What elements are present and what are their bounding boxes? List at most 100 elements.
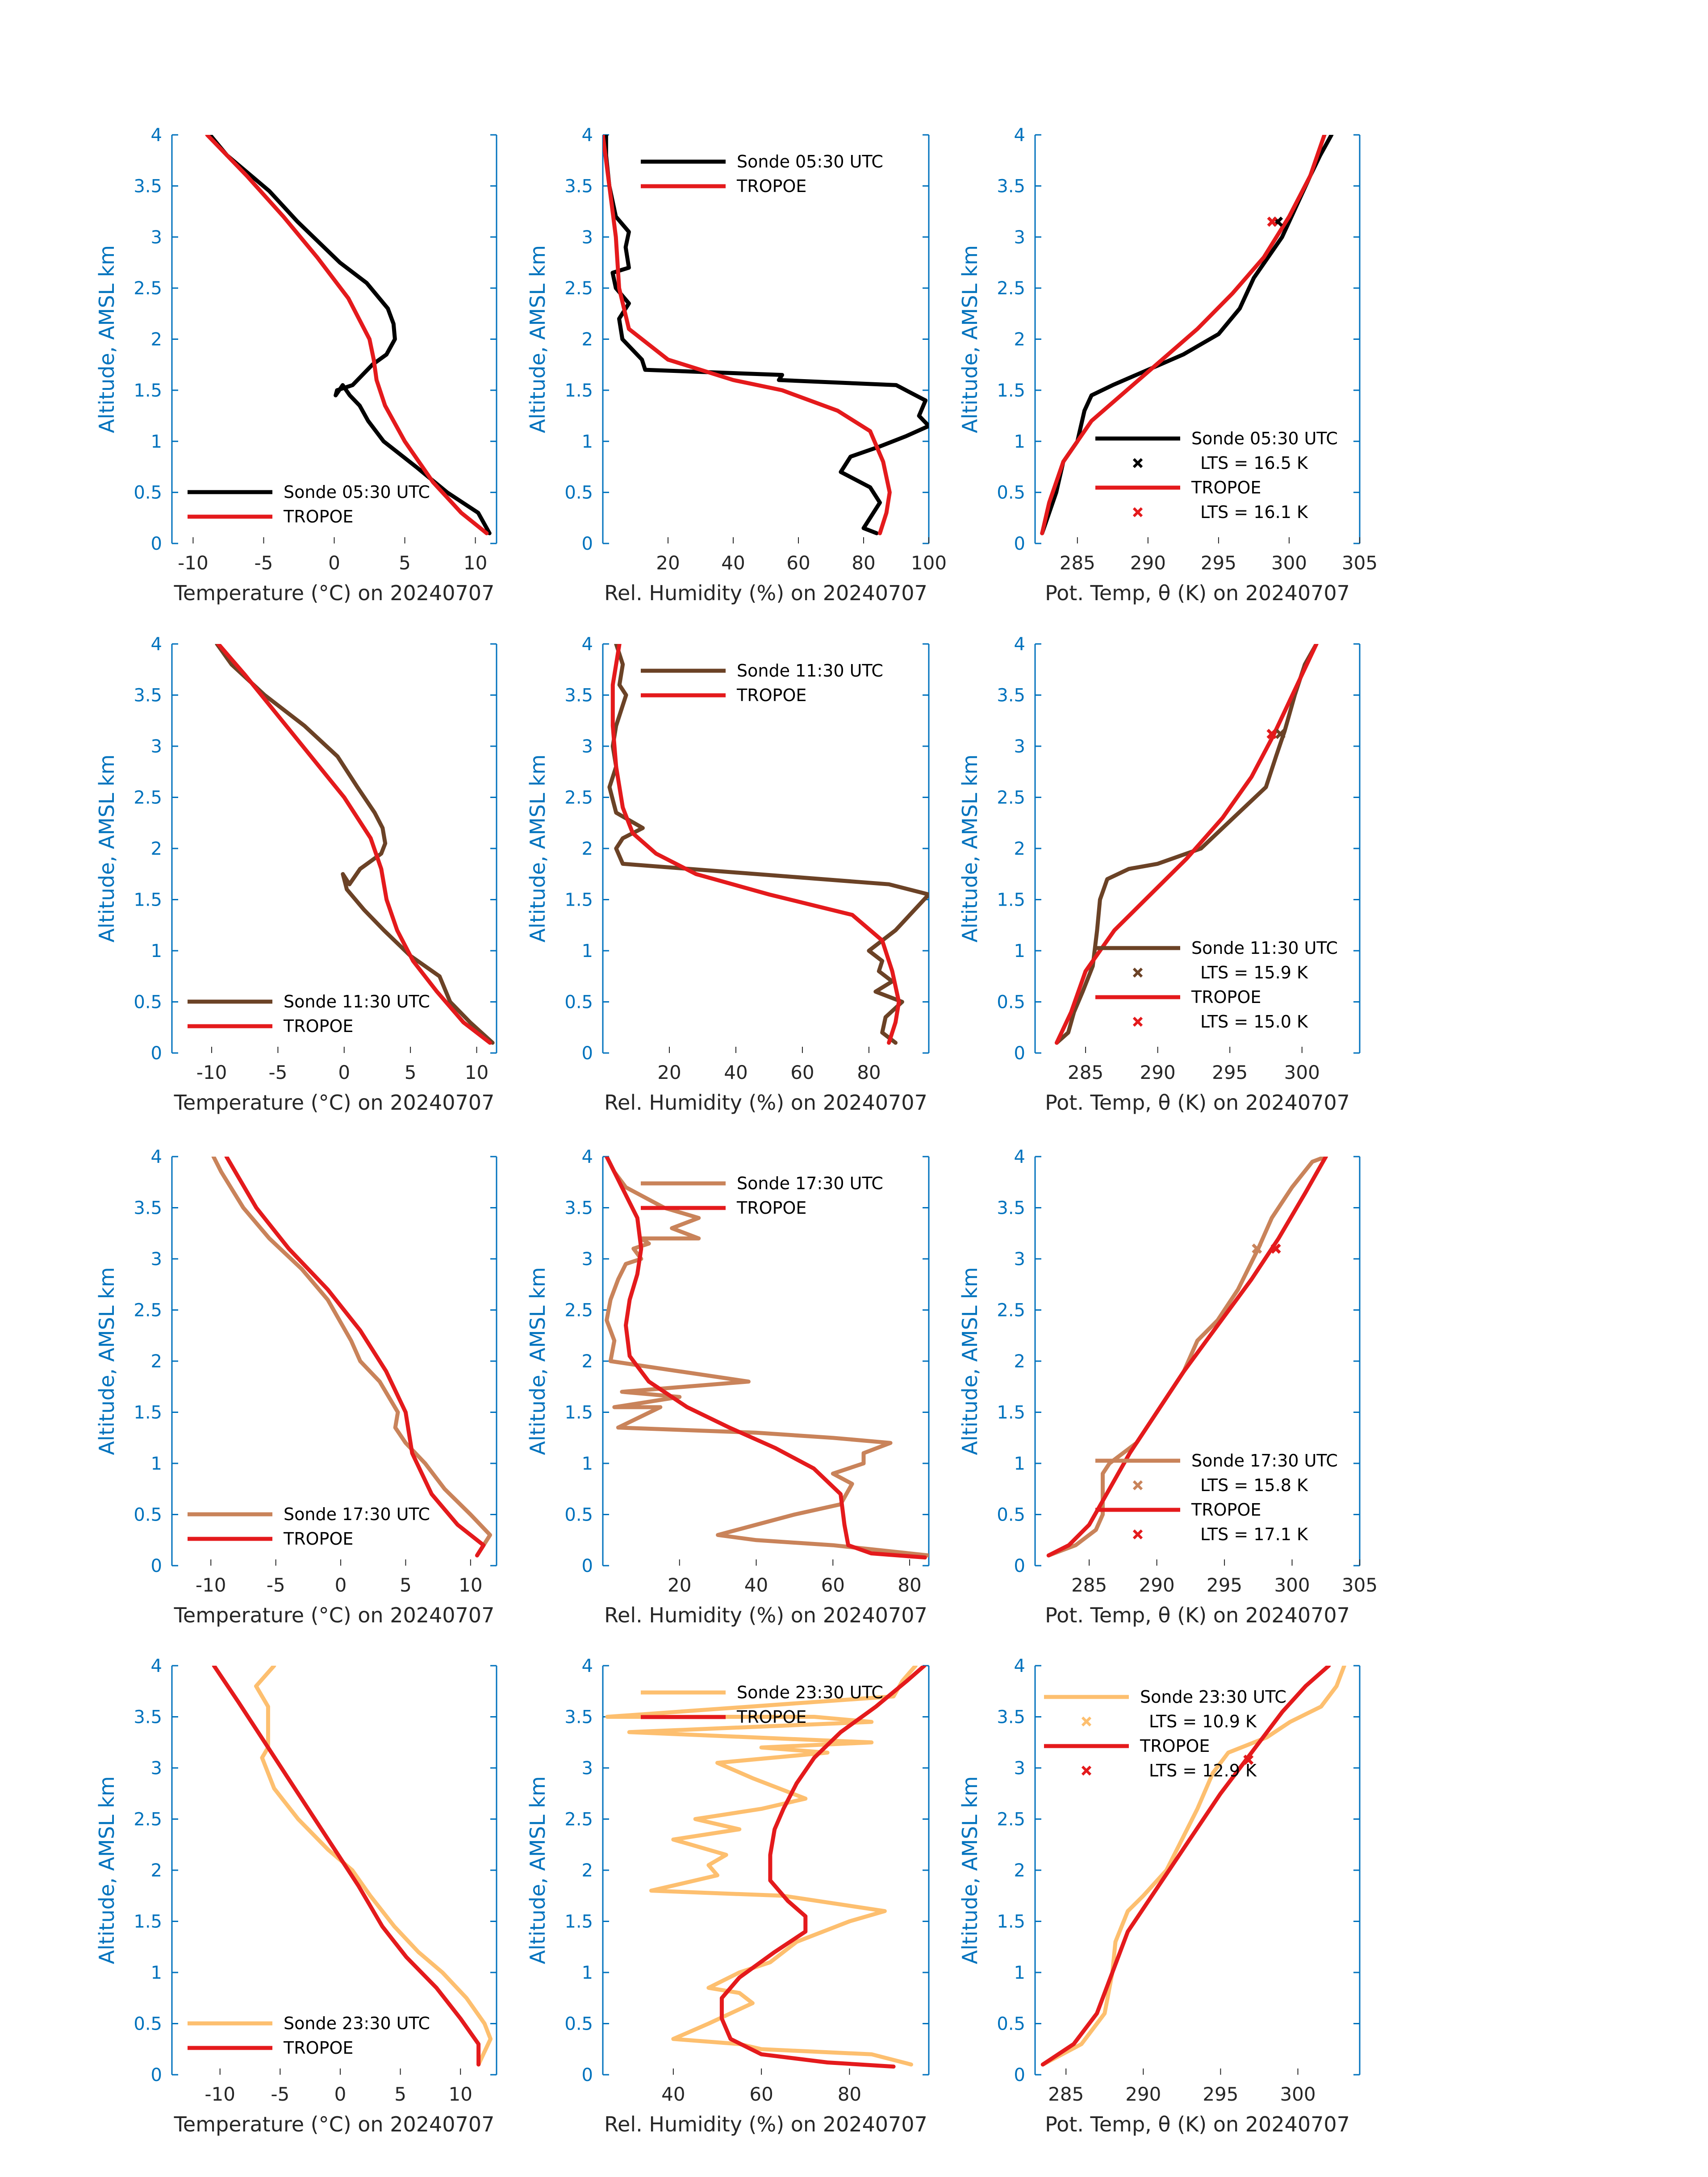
y-tick-label: 2 <box>151 330 162 350</box>
y-tick-label: 4 <box>582 1656 593 1676</box>
x-tick-label: 0 <box>338 1061 350 1083</box>
y-tick-label: 0.5 <box>134 483 162 503</box>
x-tick-label: 80 <box>838 2083 861 2105</box>
y-tick-label: 3 <box>582 736 593 757</box>
y-tick-label: 3 <box>582 1249 593 1270</box>
y-tick-label: 0.5 <box>564 2014 593 2035</box>
panel-r3-c1: 0 0.5 1 1.5 2 2.5 3 3.5 4 40 60 80 Altitude, AMSL km… <box>526 1656 930 2136</box>
y-axis-label: Altitude, AMSL km <box>958 1776 982 1964</box>
y-tick-label: 1.5 <box>564 1912 593 1932</box>
x-axis-label: Rel. Humidity (%) on 20240707 <box>604 581 927 605</box>
x-tick-label: 290 <box>1139 1574 1175 1596</box>
y-tick-label: 1 <box>582 431 593 452</box>
legend-label: Sonde 05:30 UTC <box>737 152 883 171</box>
x-tick-label: 300 <box>1271 552 1307 574</box>
legend-label: TROPOE <box>736 176 806 196</box>
x-tick-label: 80 <box>857 1061 881 1083</box>
x-tick-label: 40 <box>744 1574 768 1596</box>
legend-marker <box>1132 1529 1143 1540</box>
x-axis-label: Rel. Humidity (%) on 20240707 <box>604 1603 927 1627</box>
y-tick-label: 1.5 <box>997 380 1025 401</box>
legend-label: Sonde 23:30 UTC <box>1140 1687 1286 1707</box>
y-tick-label: 0.5 <box>997 2014 1025 2035</box>
legend-label: LTS = 15.0 K <box>1200 1012 1308 1032</box>
y-tick-label: 0.5 <box>134 2014 162 2035</box>
legend: Sonde 11:30 UTC TROPOE <box>641 661 883 705</box>
y-tick-label: 1 <box>1014 431 1025 452</box>
y-tick-label: 2 <box>151 839 162 859</box>
y-tick-label: 4 <box>1014 1656 1025 1676</box>
y-tick-label: 3 <box>151 736 162 757</box>
x-tick-label: 20 <box>668 1574 691 1596</box>
legend-marker <box>1132 1016 1143 1027</box>
y-axis-label: Altitude, AMSL km <box>958 754 982 942</box>
x-tick-label: 300 <box>1280 2083 1315 2105</box>
legend-label: LTS = 12.9 K <box>1149 1761 1257 1780</box>
y-tick-label: 1.5 <box>564 890 593 911</box>
x-axis-label: Temperature (°C) on 20240707 <box>174 2112 495 2136</box>
legend-label: TROPOE <box>1191 987 1261 1007</box>
x-tick-label: 290 <box>1130 552 1166 574</box>
x-tick-label: 295 <box>1207 1574 1242 1596</box>
x-tick-label: 40 <box>724 1061 748 1083</box>
x-tick-label: -5 <box>271 2083 289 2105</box>
x-axis-label: Temperature (°C) on 20240707 <box>174 581 495 605</box>
legend: Sonde 05:30 UTC TROPOE <box>641 152 883 196</box>
y-tick-label: 1 <box>582 1963 593 1983</box>
panel-r0-c2: 0 0.5 1 1.5 2 2.5 3 3.5 4 285 290 295 300 305 Altitude… <box>958 125 1378 605</box>
y-axis-label: Altitude, AMSL km <box>526 1776 550 1964</box>
sonde-profile-line <box>1040 135 1334 535</box>
y-tick-label: 3 <box>582 227 593 248</box>
y-tick-label: 2.5 <box>997 1809 1025 1830</box>
tropoe-profile-line <box>224 1157 486 1558</box>
y-tick-label: 2.5 <box>134 1809 162 1830</box>
sonde-profile-line <box>1055 644 1319 1045</box>
y-tick-label: 0.5 <box>564 1505 593 1525</box>
panel-r1-c0: 0 0.5 1 1.5 2 2.5 3 3.5 4 -10 -5 0 5 10 Altitude, AMSL… <box>95 634 497 1115</box>
x-axis-label: Rel. Humidity (%) on 20240707 <box>604 1091 927 1115</box>
y-axis-label: Altitude, AMSL km <box>526 245 550 433</box>
x-tick-label: 60 <box>786 552 810 574</box>
x-axis-label: Rel. Humidity (%) on 20240707 <box>604 2112 927 2136</box>
y-tick-label: 0 <box>1014 2065 1025 2085</box>
x-tick-label: 10 <box>448 2083 472 2105</box>
y-tick-label: 3.5 <box>564 685 593 706</box>
sonde-profile-line <box>1046 1157 1328 1558</box>
y-tick-label: 1 <box>151 431 162 452</box>
x-tick-label: 285 <box>1068 1061 1103 1083</box>
y-tick-label: 2.5 <box>997 278 1025 299</box>
y-tick-label: 2.5 <box>564 788 593 808</box>
y-tick-label: 4 <box>151 125 162 146</box>
y-tick-label: 1 <box>1014 1963 1025 1983</box>
y-tick-label: 2 <box>582 330 593 350</box>
y-tick-label: 3.5 <box>564 1707 593 1728</box>
x-tick-label: 300 <box>1284 1061 1320 1083</box>
y-tick-label: 2.5 <box>997 788 1025 808</box>
y-tick-label: 3 <box>151 1249 162 1270</box>
y-tick-label: 2 <box>1014 839 1025 859</box>
panel-r2-c1: 0 0.5 1 1.5 2 2.5 3 3.5 4 20 40 60 80 Altitude, AMSL … <box>526 1147 930 1627</box>
y-tick-label: 2.5 <box>134 278 162 299</box>
x-tick-label: 0 <box>335 1574 347 1596</box>
legend-label: Sonde 17:30 UTC <box>284 1504 430 1524</box>
x-tick-label: 0 <box>334 2083 347 2105</box>
x-tick-label: 295 <box>1201 552 1236 574</box>
legend: Sonde 23:30 UTC LTS = 10.9 K TROPOE LTS = 1… <box>1044 1687 1286 1780</box>
tropoe-profile-line <box>610 644 901 1045</box>
y-tick-label: 0 <box>1014 1043 1025 1064</box>
x-tick-label: 5 <box>399 552 411 574</box>
y-tick-label: 1.5 <box>997 1403 1025 1423</box>
legend: Sonde 17:30 UTC LTS = 15.8 K TROPOE LTS = 1… <box>1095 1451 1338 1544</box>
tropoe-profile-line <box>205 135 489 535</box>
legend-label: Sonde 11:30 UTC <box>284 992 430 1011</box>
legend: Sonde 05:30 UTC LTS = 16.5 K TROPOE LTS = 1… <box>1095 429 1338 522</box>
x-tick-label: 10 <box>464 552 487 574</box>
legend-marker <box>1132 1480 1143 1491</box>
y-tick-label: 1 <box>582 941 593 961</box>
y-axis-label: Altitude, AMSL km <box>958 245 982 433</box>
tropoe-profile-line <box>212 1666 481 2067</box>
x-axis-label: Pot. Temp, θ (K) on 20240707 <box>1045 1091 1350 1115</box>
y-tick-label: 3 <box>582 1758 593 1779</box>
sonde-profile-line <box>607 644 929 1045</box>
x-tick-label: 60 <box>821 1574 845 1596</box>
